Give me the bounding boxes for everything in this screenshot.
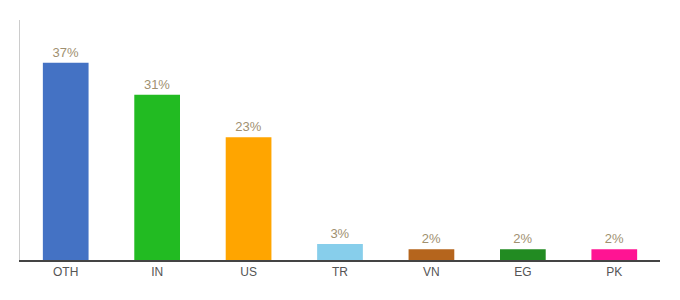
svg-text:VN: VN <box>423 265 440 279</box>
svg-text:37%: 37% <box>52 45 78 60</box>
svg-text:23%: 23% <box>235 119 261 134</box>
svg-text:3%: 3% <box>330 226 349 241</box>
svg-text:IN: IN <box>151 265 163 279</box>
svg-text:2%: 2% <box>605 231 624 246</box>
svg-text:OTH: OTH <box>53 265 78 279</box>
svg-text:PK: PK <box>606 265 622 279</box>
svg-text:31%: 31% <box>144 77 170 92</box>
svg-text:EG: EG <box>514 265 531 279</box>
svg-text:TR: TR <box>332 265 348 279</box>
svg-text:US: US <box>240 265 257 279</box>
svg-text:2%: 2% <box>422 231 441 246</box>
svg-text:2%: 2% <box>513 231 532 246</box>
